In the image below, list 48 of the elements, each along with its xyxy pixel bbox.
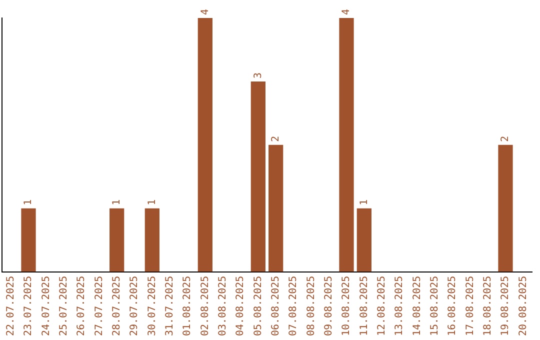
x-tick-label: 20.08.2025 — [518, 276, 529, 336]
x-tick-label: 31.07.2025 — [164, 276, 176, 336]
x-tick-label: 05.08.2025 — [252, 276, 264, 336]
x-tick-label: 22.07.2025 — [5, 276, 16, 336]
x-tick-label: 08.08.2025 — [306, 276, 317, 336]
data-label: 2 — [500, 136, 512, 142]
data-label: 4 — [200, 8, 211, 15]
x-tick-label: 30.07.2025 — [146, 276, 158, 336]
x-tick-label: 13.08.2025 — [394, 276, 406, 336]
data-label: 1 — [111, 199, 122, 206]
x-tick-label: 09.08.2025 — [323, 276, 334, 336]
x-tick-label: 16.08.2025 — [447, 276, 458, 336]
x-tick-label: 17.08.2025 — [464, 276, 476, 336]
x-tick-label: 12.08.2025 — [376, 276, 388, 336]
x-tick-label: 06.08.2025 — [270, 276, 282, 336]
x-tick-label: 26.07.2025 — [76, 276, 88, 336]
x-tick-label: 04.08.2025 — [235, 276, 246, 336]
x-tick-label: 23.07.2025 — [23, 276, 34, 336]
x-tick-label: 29.07.2025 — [129, 276, 140, 336]
x-tick-label: 03.08.2025 — [217, 276, 228, 336]
data-label: 1 — [146, 199, 158, 206]
bar — [339, 18, 354, 272]
data-label: 1 — [23, 199, 34, 206]
bar — [250, 81, 266, 272]
bar — [144, 208, 160, 272]
bar — [198, 18, 212, 272]
x-tick-label: 25.07.2025 — [58, 276, 70, 336]
x-tick-label: 11.08.2025 — [358, 276, 370, 336]
bar — [356, 208, 372, 272]
data-label: 1 — [358, 199, 370, 206]
data-label: 3 — [252, 72, 264, 78]
x-tick-label: 24.07.2025 — [40, 276, 52, 336]
bar — [21, 208, 36, 272]
x-tick-label: 15.08.2025 — [429, 276, 440, 336]
bar — [498, 144, 513, 272]
x-tick-label: 01.08.2025 — [182, 276, 194, 336]
bar — [268, 144, 284, 272]
x-tick-label: 28.07.2025 — [111, 276, 122, 336]
x-tick-label: 18.08.2025 — [482, 276, 494, 336]
bar — [110, 208, 124, 272]
x-tick-label: 19.08.2025 — [500, 276, 512, 336]
x-tick-label: 07.08.2025 — [288, 276, 300, 336]
x-tick-label: 14.08.2025 — [412, 276, 423, 336]
data-label: 4 — [341, 8, 352, 15]
x-tick-label: 27.07.2025 — [94, 276, 105, 336]
data-label: 2 — [270, 136, 282, 142]
x-tick-label: 02.08.2025 — [200, 276, 211, 336]
x-tick-label: 10.08.2025 — [341, 276, 352, 336]
